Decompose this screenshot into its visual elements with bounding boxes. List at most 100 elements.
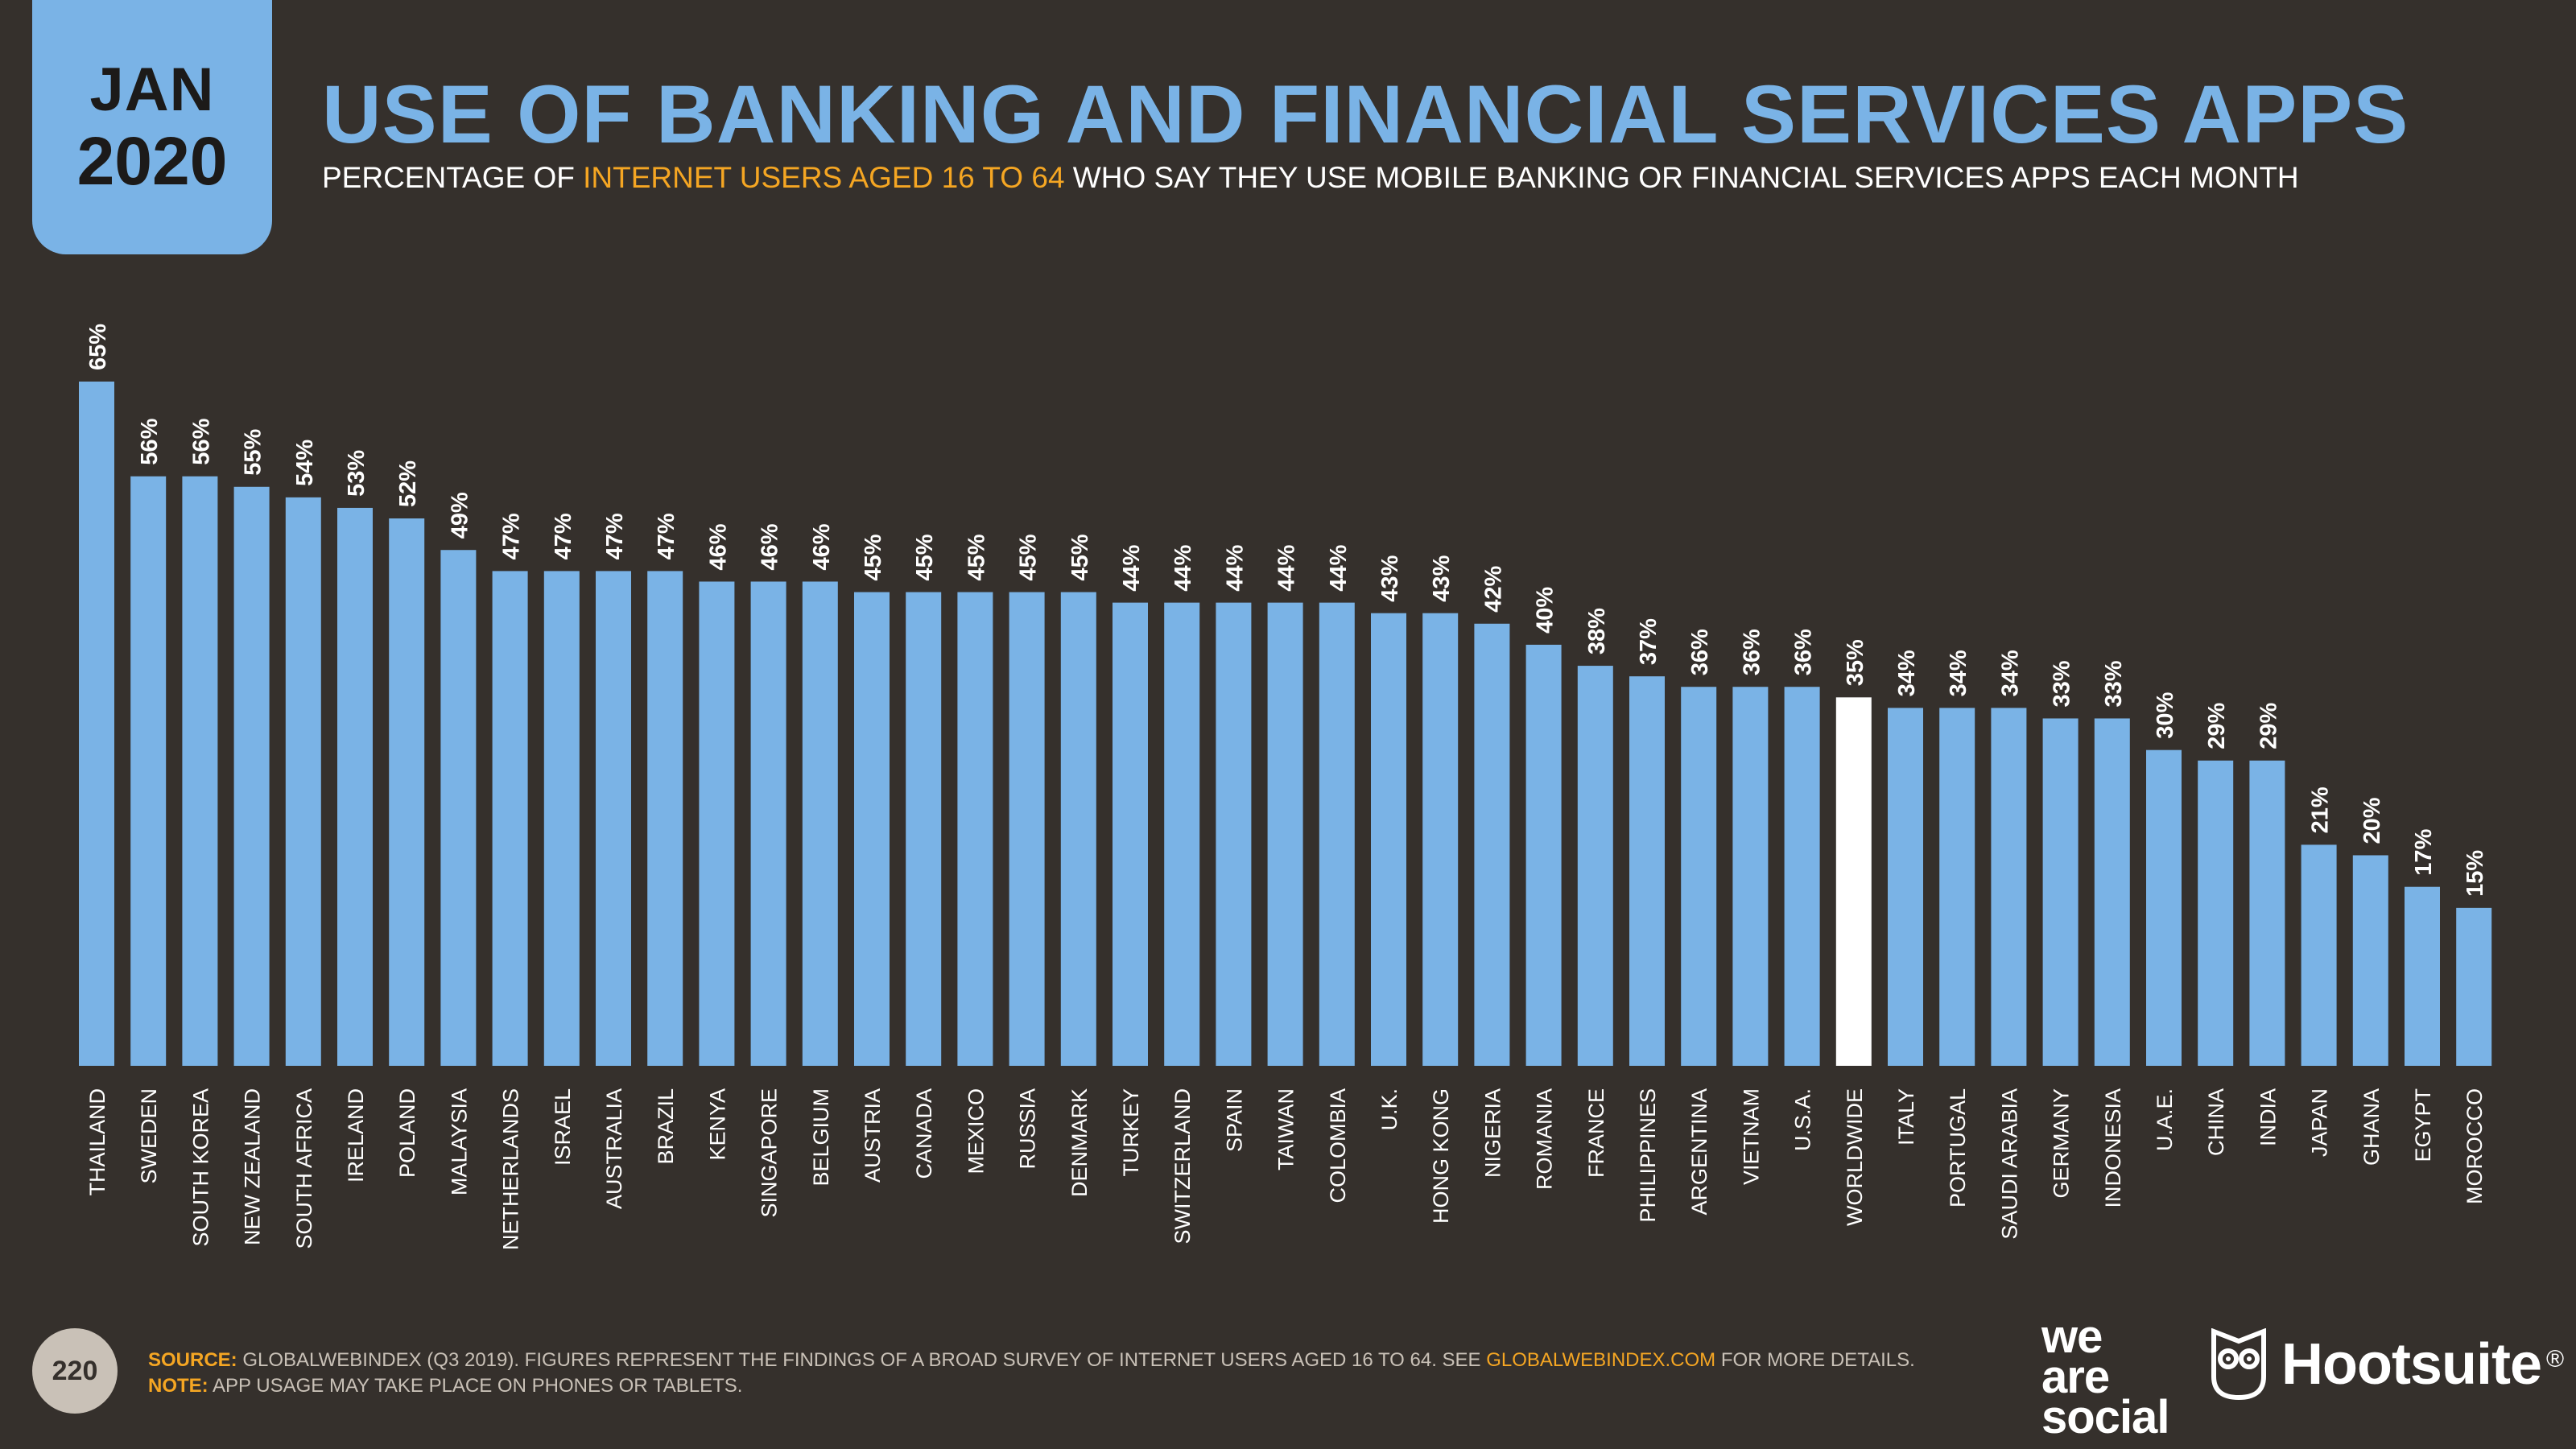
category-label-indonesia: INDONESIA — [2101, 1088, 2125, 1208]
category-label-new-zealand: NEW ZEALAND — [241, 1088, 265, 1245]
value-label-argentina: 36% — [1687, 629, 1713, 675]
note-line: NOTE: APP USAGE MAY TAKE PLACE ON PHONES… — [148, 1373, 1915, 1399]
value-label-japan: 21% — [2308, 786, 2334, 833]
page-title: USE OF BANKING AND FINANCIAL SERVICES AP… — [322, 68, 2409, 160]
category-label-switzerland: SWITZERLAND — [1170, 1088, 1195, 1245]
note-text: APP USAGE MAY TAKE PLACE ON PHONES OR TA… — [208, 1375, 743, 1397]
bar-taiwan — [1267, 602, 1303, 1066]
category-label-kenya: KENYA — [705, 1088, 729, 1161]
category-label-canada: CANADA — [912, 1088, 936, 1179]
bar-israel — [543, 571, 580, 1066]
we-are-social-logo: we are social — [2041, 1311, 2169, 1441]
value-label-italy: 34% — [1894, 650, 1920, 696]
category-label-u-s-a: U.S.A. — [1791, 1088, 1815, 1151]
source-label: SOURCE: — [148, 1349, 237, 1371]
value-label-india: 29% — [2256, 703, 2281, 749]
value-label-switzerland: 44% — [1170, 544, 1196, 591]
category-label-spain: SPAIN — [1222, 1088, 1246, 1152]
category-label-japan: JAPAN — [2308, 1088, 2332, 1157]
subtitle: PERCENTAGE OF INTERNET USERS AGED 16 TO … — [322, 161, 2299, 195]
category-label-south-korea: SOUTH KOREA — [188, 1088, 213, 1247]
category-label-taiwan: TAIWAN — [1274, 1088, 1298, 1170]
category-label-colombia: COLOMBIA — [1326, 1088, 1350, 1203]
value-label-poland: 52% — [395, 460, 421, 507]
category-label-belgium: BELGIUM — [809, 1088, 833, 1187]
bar-u-s-a — [1784, 687, 1820, 1066]
bar-indonesia — [2094, 718, 2130, 1066]
value-label-singapore: 46% — [758, 523, 783, 570]
bar-italy — [1888, 708, 1923, 1066]
category-label-south-africa: SOUTH AFRICA — [292, 1088, 316, 1249]
value-label-new-zealand: 55% — [241, 429, 266, 476]
bar-philippines — [1629, 676, 1665, 1066]
bar-u-a-e — [2146, 749, 2182, 1066]
bar-france — [1577, 666, 1613, 1066]
bar-netherlands — [492, 571, 528, 1066]
value-label-morocco: 15% — [2462, 850, 2488, 897]
bar-russia — [1009, 592, 1045, 1066]
category-label-sweden: SWEDEN — [137, 1088, 161, 1184]
source-line: SOURCE: GLOBALWEBINDEX (Q3 2019). FIGURE… — [148, 1348, 1915, 1373]
hootsuite-wordmark: Hootsuite — [2281, 1332, 2542, 1397]
source-link[interactable]: GLOBALWEBINDEX.COM — [1486, 1349, 1716, 1371]
category-label-thailand: THAILAND — [85, 1088, 109, 1196]
bar-romania — [1525, 644, 1562, 1066]
value-label-egypt: 17% — [2411, 828, 2437, 875]
category-label-portugal: PORTUGAL — [1946, 1088, 1970, 1208]
bar-portugal — [1939, 708, 1975, 1066]
was-line-1: we — [2041, 1311, 2103, 1363]
category-label-saudi-arabia: SAUDI ARABIA — [1997, 1088, 2021, 1240]
category-label-vietnam: VIETNAM — [1739, 1088, 1763, 1185]
category-label-morocco: MOROCCO — [2462, 1088, 2487, 1204]
value-label-france: 38% — [1584, 608, 1610, 654]
category-label-malaysia: MALAYSIA — [447, 1088, 471, 1195]
value-label-u-a-e: 30% — [2153, 691, 2178, 738]
value-label-sweden: 56% — [137, 418, 163, 464]
category-label-singapore: SINGAPORE — [758, 1088, 782, 1218]
bar-germany — [2042, 718, 2079, 1066]
category-label-poland: POLAND — [395, 1088, 419, 1178]
category-label-u-k: U.K. — [1377, 1088, 1402, 1131]
bar-japan — [2301, 844, 2337, 1066]
bar-canada — [906, 592, 942, 1066]
bar-australia — [596, 571, 631, 1066]
bar-ireland — [337, 507, 373, 1066]
category-label-israel: ISRAEL — [551, 1088, 575, 1166]
value-label-south-africa: 54% — [292, 440, 318, 486]
value-label-israel: 47% — [551, 513, 576, 559]
category-label-india: INDIA — [2256, 1088, 2280, 1146]
value-label-mexico: 45% — [964, 534, 989, 580]
subtitle-pre: PERCENTAGE OF — [322, 161, 584, 194]
bar-u-k — [1371, 613, 1406, 1066]
bar-thailand — [79, 382, 114, 1066]
date-month: JAN — [89, 56, 215, 124]
category-label-philippines: PHILIPPINES — [1636, 1088, 1660, 1223]
bar-vietnam — [1732, 687, 1769, 1066]
category-label-hong-kong: HONG KONG — [1429, 1088, 1453, 1224]
bar-saudi-arabia — [1991, 708, 2027, 1066]
value-label-china: 29% — [2204, 703, 2230, 749]
value-label-hong-kong: 43% — [1429, 555, 1455, 601]
bar-denmark — [1060, 592, 1096, 1066]
bar-south-korea — [182, 476, 218, 1066]
value-label-indonesia: 33% — [2101, 660, 2127, 707]
value-label-ireland: 53% — [344, 450, 369, 497]
value-label-u-s-a: 36% — [1791, 629, 1817, 675]
category-label-italy: ITALY — [1894, 1088, 1918, 1146]
category-label-ireland: IRELAND — [344, 1088, 368, 1183]
bar-morocco — [2456, 907, 2492, 1066]
bar-south-africa — [285, 497, 321, 1066]
value-label-nigeria: 42% — [1480, 566, 1506, 613]
category-label-china: CHINA — [2204, 1088, 2228, 1156]
subtitle-highlight: INTERNET USERS AGED 16 TO 64 — [583, 161, 1065, 194]
value-label-worldwide: 35% — [1843, 639, 1868, 686]
value-label-austria: 45% — [861, 534, 886, 580]
value-label-thailand: 65% — [85, 324, 111, 370]
date-badge: JAN 2020 — [32, 0, 272, 254]
value-label-australia: 47% — [602, 513, 628, 559]
value-label-vietnam: 36% — [1739, 629, 1765, 675]
bar-new-zealand — [233, 486, 270, 1066]
subtitle-post: WHO SAY THEY USE MOBILE BANKING OR FINAN… — [1064, 161, 2299, 194]
bar-spain — [1216, 602, 1252, 1066]
hootsuite-logo: Hootsuite ® — [2209, 1328, 2564, 1401]
